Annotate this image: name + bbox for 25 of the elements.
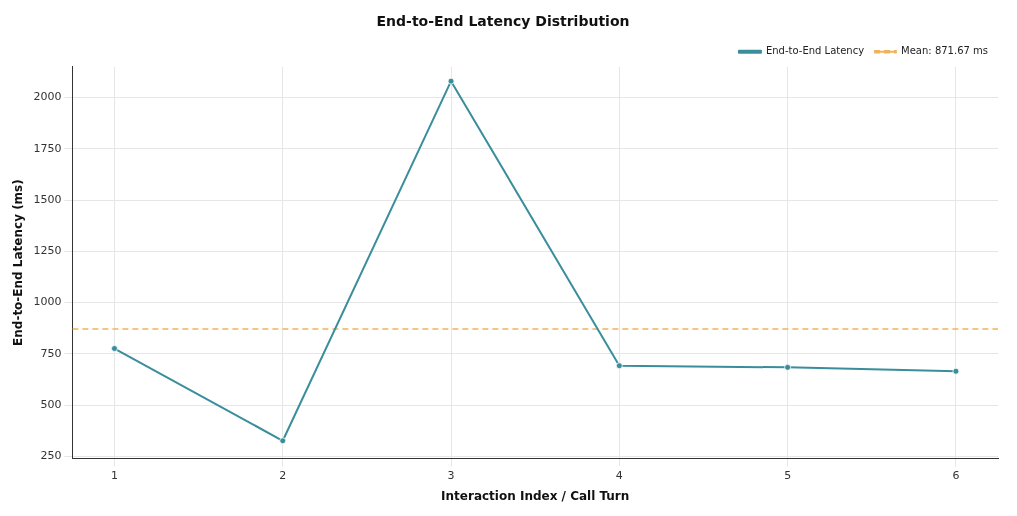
point [447, 77, 455, 85]
point [784, 363, 792, 371]
y-axis-title: End-to-End Latency (ms) [11, 179, 26, 346]
point [952, 367, 960, 375]
chart-title: End-to-End Latency Distribution [376, 13, 630, 30]
x-tick-label: 6 [952, 468, 960, 482]
point [615, 362, 623, 370]
x-tick-label: 5 [784, 468, 792, 482]
y-tick-label: 250 [40, 449, 62, 463]
legend-label: End-to-End Latency [765, 45, 865, 57]
y-tick-label: 1000 [33, 295, 62, 309]
x-tick-label: 3 [447, 468, 455, 482]
y-tick-label: 1750 [33, 141, 62, 155]
x-tick-label: 1 [110, 468, 118, 482]
point [111, 345, 118, 352]
y-tick-label: 1500 [33, 192, 62, 206]
x-tick-label: 4 [615, 468, 623, 482]
y-tick-label: 2000 [33, 90, 62, 104]
x-tick-label: 2 [279, 468, 287, 482]
y-tick-label: 500 [40, 397, 62, 411]
x-axis-title: Interaction Index / Call Turn [441, 488, 630, 503]
legend-label: Mean: 871.67 ms [901, 45, 989, 57]
y-tick-label: 750 [40, 346, 62, 360]
point [279, 437, 287, 445]
y-tick-label: 1250 [33, 244, 62, 258]
